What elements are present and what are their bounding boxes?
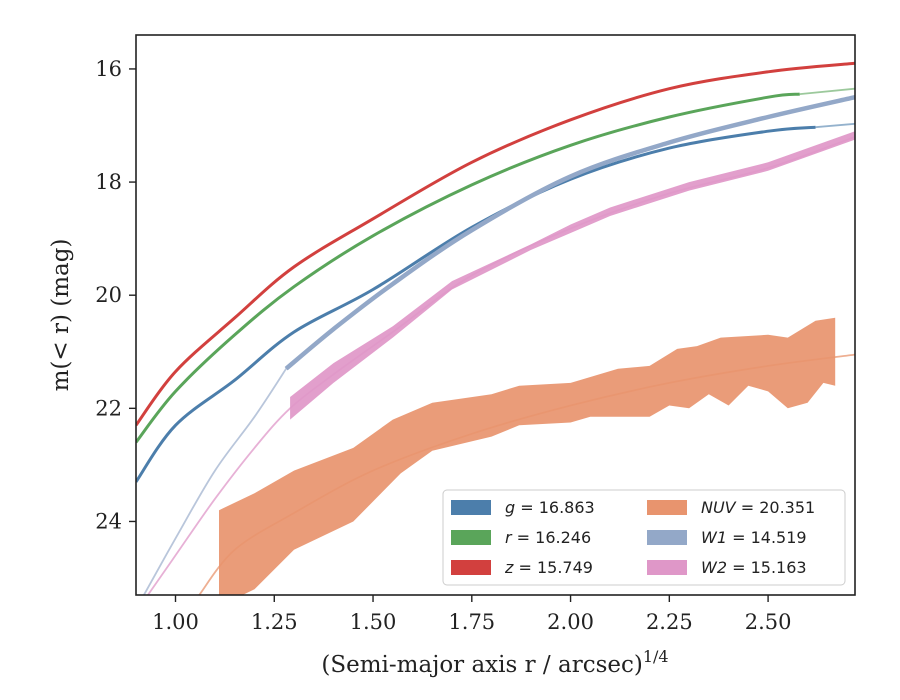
y-tick-label: 16 <box>95 57 122 81</box>
series-w1-line <box>284 95 855 371</box>
y-tick-label: 22 <box>95 396 122 420</box>
series-w2 <box>147 131 855 595</box>
series-z <box>136 61 855 427</box>
legend-swatch-nuv <box>647 500 687 515</box>
series-g <box>136 122 855 483</box>
legend-label-g: g = 16.863 <box>505 498 595 517</box>
legend-label-w2: W2 = 15.163 <box>701 558 807 577</box>
series-w1 <box>143 95 855 595</box>
series-r <box>136 87 855 444</box>
plot-area <box>136 61 855 595</box>
x-tick-label: 2.25 <box>646 610 693 634</box>
x-tick-label: 1.00 <box>152 610 199 634</box>
y-axis-label: m(< r) (mag) <box>48 239 74 392</box>
series-nuv <box>198 317 855 595</box>
series-g-extrapolation <box>815 122 855 129</box>
plot-frame <box>135 34 856 596</box>
legend-label-z: z = 15.749 <box>504 558 593 577</box>
x-axis-label: (Semi-major axis r / arcsec)1/4 <box>321 647 668 678</box>
y-axis: 16 18 20 22 24 <box>95 57 136 533</box>
x-axis: 1.00 1.25 1.50 1.75 2.00 2.25 2.50 <box>152 595 791 634</box>
legend-swatch-g <box>451 500 491 515</box>
series-z-line <box>136 61 855 427</box>
legend-swatch-w1 <box>647 530 687 545</box>
legend: g = 16.863 r = 16.246 z = 15.749 NUV = 20.3… <box>442 489 846 586</box>
y-tick-label: 18 <box>95 170 122 194</box>
legend-box <box>442 489 846 586</box>
y-tick-label: 24 <box>95 509 122 533</box>
legend-swatch-z <box>451 560 491 575</box>
legend-swatch-r <box>451 530 491 545</box>
legend-label-nuv: NUV = 20.351 <box>701 498 815 517</box>
x-tick-label: 2.50 <box>745 610 792 634</box>
series-r-extrapolation <box>799 87 855 95</box>
x-tick-label: 1.50 <box>350 610 397 634</box>
legend-label-r: r = 16.246 <box>505 528 591 547</box>
legend-label-w1: W1 = 14.519 <box>701 528 807 547</box>
legend-swatch-w2 <box>647 560 687 575</box>
x-tick-label: 1.25 <box>251 610 298 634</box>
series-g-line <box>136 125 816 483</box>
y-tick-label: 20 <box>95 283 122 307</box>
x-tick-label: 1.75 <box>448 610 495 634</box>
x-tick-label: 2.00 <box>547 610 594 634</box>
series-nuv-band <box>219 317 836 595</box>
series-r-line <box>136 92 800 444</box>
